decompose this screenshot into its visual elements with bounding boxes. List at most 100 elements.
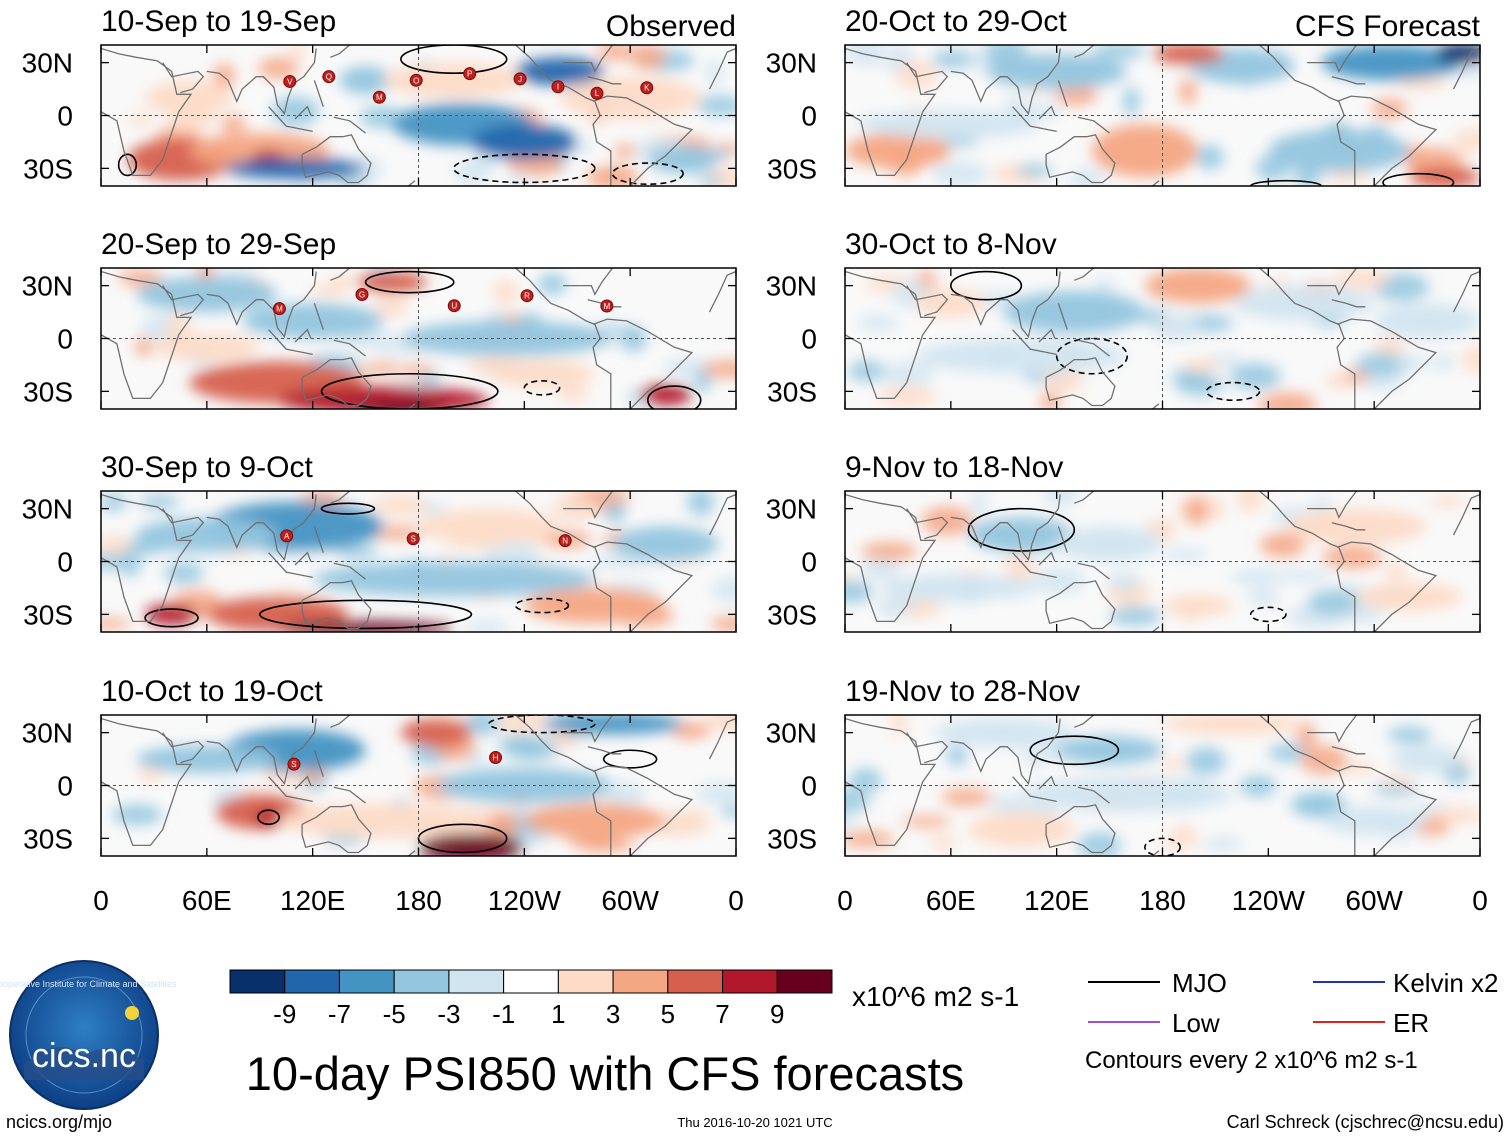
tropical-cyclone-marker: S	[406, 532, 420, 546]
anomaly-patch	[861, 542, 918, 561]
coastline	[906, 508, 949, 540]
anomaly-patch	[1043, 491, 1079, 508]
mjo-contour	[1382, 172, 1455, 186]
anomaly-patch	[1056, 526, 1163, 562]
anomaly-patch	[464, 715, 501, 736]
coastline	[708, 270, 736, 313]
colorbar-units: x10^6 m2 s-1	[852, 981, 1019, 1012]
coastline	[708, 717, 736, 760]
coastline	[1038, 328, 1056, 343]
x-tick-label: 120E	[1024, 885, 1089, 916]
anomaly-patch	[1428, 496, 1468, 508]
anomaly-patch	[604, 781, 646, 807]
coastline	[845, 270, 937, 400]
svg-text:O: O	[413, 76, 419, 85]
coastline	[592, 541, 694, 632]
anomaly-patch	[647, 145, 719, 174]
anomaly-patch	[986, 53, 1128, 90]
anomaly-patch	[1374, 337, 1406, 357]
y-tick-label: 30S	[23, 823, 73, 854]
x-tick-label: 120W	[488, 885, 562, 916]
mjo-contour	[117, 153, 138, 177]
coastline	[333, 786, 366, 804]
anomaly-patch	[1258, 392, 1317, 409]
anomaly-patch	[845, 831, 895, 848]
colorbar-label: -1	[492, 999, 515, 1029]
y-tick-label: 30N	[766, 48, 817, 79]
coastline	[268, 776, 313, 803]
svg-text:N: N	[562, 537, 568, 546]
footer-url: ncics.org/mjo	[6, 1112, 112, 1132]
colorbar-label: 1	[551, 999, 565, 1029]
tropical-cyclone-marker: V	[283, 74, 297, 88]
coastline	[1077, 116, 1110, 134]
anomaly-patch	[1185, 496, 1208, 526]
anomaly-patch	[136, 517, 278, 553]
anomaly-patch	[1321, 45, 1463, 81]
anomaly-patch	[932, 160, 989, 186]
anomaly-patch	[1461, 345, 1480, 373]
anomaly-patch	[552, 493, 597, 522]
coastline	[407, 180, 416, 186]
colorbar-label: 7	[715, 999, 729, 1029]
anomaly-patch	[335, 545, 379, 558]
anomaly-patch	[1162, 547, 1208, 561]
x-tick-label: 180	[395, 885, 442, 916]
coastline	[268, 329, 313, 356]
mjo-contour	[602, 749, 658, 769]
anomaly-patch	[1106, 571, 1143, 591]
svg-text:Q: Q	[326, 73, 332, 82]
coastline	[1012, 329, 1057, 356]
map-panel: 30N 0 30S 20-Oct to 29-Oct	[766, 5, 1481, 187]
coastline	[333, 116, 366, 134]
coastline	[162, 508, 205, 540]
anomaly-patch	[613, 144, 638, 159]
colorbar-label: -7	[328, 999, 351, 1029]
anomaly-patch	[118, 549, 142, 577]
anomaly-patch	[1239, 775, 1277, 798]
legend-label-er: ER	[1393, 1008, 1429, 1038]
anomaly-patch	[489, 359, 595, 388]
coastline	[1307, 715, 1358, 743]
coastline	[1038, 775, 1056, 790]
coastline	[162, 732, 205, 764]
y-tick-label: 0	[57, 101, 73, 132]
anomaly-patch	[395, 364, 436, 376]
mjo-contour	[523, 380, 561, 396]
anomaly-patch	[558, 385, 590, 402]
y-tick-label: 30S	[767, 823, 817, 854]
anomaly-patch	[166, 314, 192, 339]
anomaly-patch	[289, 45, 306, 61]
anomaly-patch	[486, 811, 519, 840]
anomaly-patch	[363, 362, 400, 374]
x-tick-label: 0	[1472, 885, 1488, 916]
anomaly-patch	[921, 506, 973, 536]
map-panel: M G U R M 30N 0 30S 20-Sep to 29-Sep	[22, 228, 737, 410]
colorbar-swatch	[503, 969, 559, 994]
anomaly-patch	[101, 494, 128, 511]
coastline	[1259, 45, 1356, 186]
anomaly-patch	[139, 494, 180, 510]
anomaly-patch	[492, 279, 519, 305]
coastline	[1057, 526, 1068, 553]
coastline	[407, 850, 416, 856]
coastline	[1151, 850, 1160, 856]
coastline	[206, 494, 317, 562]
coastline	[294, 105, 312, 120]
anomaly-patch	[495, 715, 548, 734]
anomaly-patch	[704, 715, 736, 732]
mjo-contour	[611, 162, 684, 186]
coastline	[1057, 80, 1068, 107]
svg-text:M: M	[604, 302, 611, 311]
coastline	[950, 48, 1061, 116]
coastline	[1038, 551, 1056, 566]
tropical-cyclone-marker: L	[590, 86, 604, 100]
y-tick-label: 0	[57, 547, 73, 578]
mjo-contour	[1249, 606, 1287, 623]
svg-text:K: K	[644, 84, 650, 93]
coastline	[101, 717, 193, 847]
coastline	[294, 328, 312, 343]
colorbar-swatch	[229, 969, 286, 994]
anomaly-patch	[1162, 594, 1234, 617]
